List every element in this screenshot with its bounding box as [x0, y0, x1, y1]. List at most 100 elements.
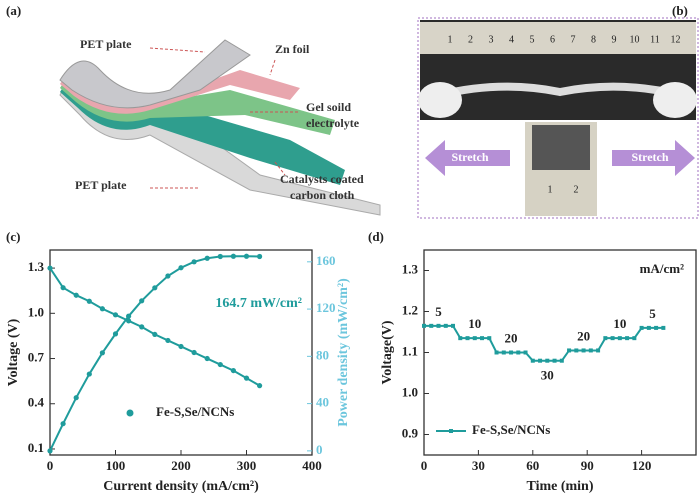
pet-plate-top	[59, 39, 251, 109]
y-tick-label: 1.3	[28, 259, 45, 274]
marker	[574, 348, 579, 353]
marker	[86, 298, 92, 304]
y-tick-label: 0.7	[28, 350, 45, 365]
marker	[516, 350, 521, 355]
marker	[243, 375, 250, 381]
marker	[178, 265, 184, 271]
y2-tick-label: 80	[316, 347, 329, 362]
electrolyte	[60, 68, 335, 135]
marker	[422, 323, 426, 328]
marker	[204, 355, 210, 362]
panel-label: (b)	[672, 3, 688, 18]
y-tick-label: 1.2	[402, 302, 418, 317]
marker	[204, 255, 210, 261]
marker	[47, 448, 53, 454]
marker	[625, 336, 630, 341]
marker	[112, 312, 119, 318]
annotation: 164.7 mW/cm²	[215, 296, 302, 311]
carbon-cloth	[60, 72, 345, 185]
y2-axis-label: Power density (mW/cm²)	[336, 278, 351, 427]
plot-frame	[423, 249, 697, 456]
y-axis-label: Voltage(V)	[380, 320, 395, 384]
marker	[588, 348, 593, 353]
marker	[191, 259, 197, 265]
marker	[165, 337, 171, 344]
legend-marker	[449, 429, 453, 433]
marker	[523, 350, 528, 355]
marker	[73, 292, 79, 298]
y2-tick-label: 120	[316, 300, 336, 315]
marker	[639, 325, 644, 330]
label: Gel soild	[306, 100, 351, 114]
marker	[217, 361, 223, 368]
legend-marker	[126, 409, 134, 417]
panel-label: (c)	[6, 229, 20, 244]
marker	[617, 336, 622, 341]
step-label: 20	[505, 330, 518, 345]
x-tick-label: 30	[472, 458, 485, 473]
label: Catalysts coated	[280, 172, 364, 186]
arrow	[425, 140, 510, 176]
marker	[165, 273, 171, 279]
plot-frame	[49, 249, 313, 456]
marker	[559, 358, 564, 363]
marker	[257, 383, 263, 389]
ruler-number: 6	[550, 34, 555, 45]
ruler-number: 4	[509, 34, 514, 45]
label: electrolyte	[306, 116, 360, 130]
marker	[429, 323, 434, 328]
marker	[73, 395, 79, 401]
marker	[60, 285, 66, 291]
y2-tick-label: 40	[316, 395, 329, 410]
marker	[243, 253, 250, 259]
x-tick-label: 200	[171, 458, 191, 473]
x-tick-label: 60	[526, 458, 539, 473]
marker	[217, 253, 223, 260]
ruler-number: 10	[630, 34, 640, 45]
marker	[99, 350, 105, 356]
marker	[545, 358, 550, 363]
marker	[139, 298, 145, 304]
step-label: 10	[613, 316, 626, 331]
marker	[480, 336, 485, 341]
step-label: 20	[577, 328, 590, 343]
marker	[191, 349, 197, 356]
marker	[646, 325, 651, 330]
marker	[152, 331, 158, 338]
x-tick-label: 0	[421, 458, 428, 473]
step-label: 10	[468, 316, 481, 331]
ruler-number: 7	[571, 34, 576, 45]
marker	[654, 325, 659, 330]
marker	[581, 348, 586, 353]
legend-label: Fe-S,Se/NCNs	[472, 422, 550, 437]
marker	[178, 343, 184, 350]
marker	[509, 350, 514, 355]
label: PET plate	[80, 37, 132, 51]
marker	[47, 265, 53, 271]
ruler-number: 8	[591, 34, 596, 45]
ruler-number: 2	[574, 184, 579, 195]
y2-tick-label: 160	[316, 253, 336, 268]
x-tick-label: 120	[632, 458, 652, 473]
x-tick-label: 400	[302, 458, 322, 473]
marker	[603, 336, 608, 341]
marker	[443, 323, 448, 328]
marker	[152, 285, 158, 291]
arrow-label: Stretch	[451, 150, 488, 164]
y-tick-label: 0.4	[28, 395, 45, 410]
y-axis-label: Voltage (V)	[6, 318, 21, 386]
marker	[494, 350, 499, 355]
marker	[472, 336, 477, 341]
step-label: 5	[435, 304, 442, 319]
marker	[458, 336, 463, 341]
ruler-number: 9	[612, 34, 617, 45]
y-tick-label: 1.0	[402, 384, 418, 399]
ruler-number: 2	[468, 34, 473, 45]
marker	[487, 336, 492, 341]
marker	[436, 323, 441, 328]
ruler-number: 5	[530, 34, 535, 45]
x-tick-label: 0	[47, 458, 54, 473]
ruler-number: 11	[650, 34, 660, 45]
marker	[632, 336, 637, 341]
